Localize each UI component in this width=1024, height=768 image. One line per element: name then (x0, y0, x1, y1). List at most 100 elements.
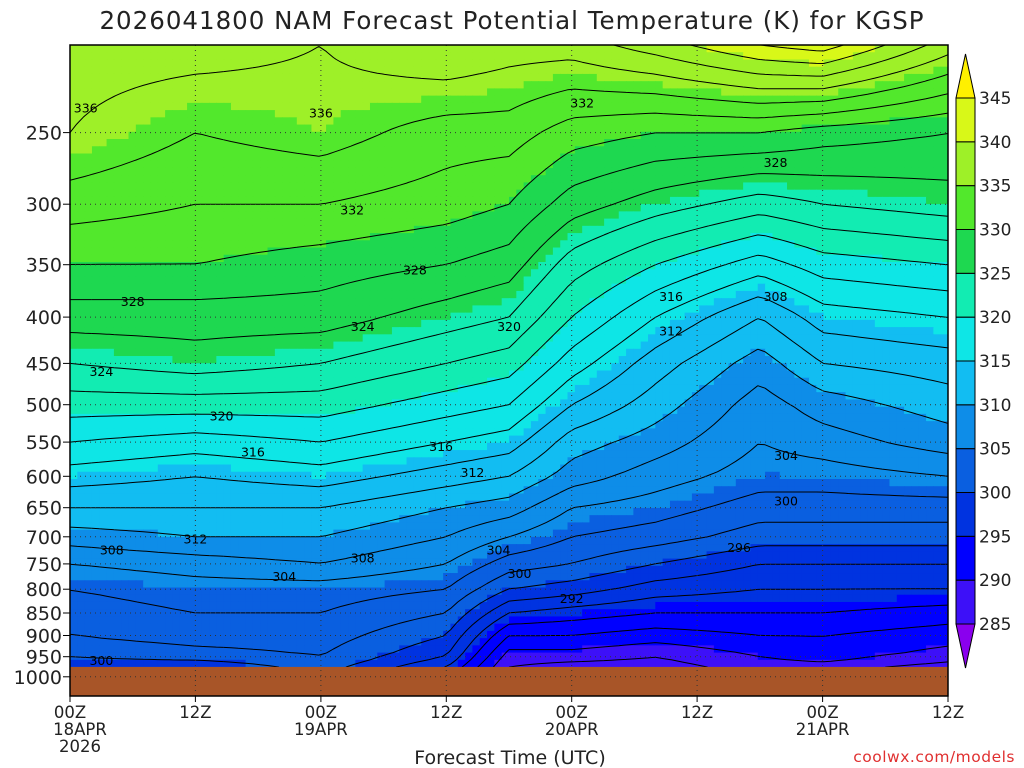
colorbar-label: 325 (979, 264, 1011, 284)
y-tick-label: 550 (26, 432, 62, 454)
x-tick-label: 00Z (806, 703, 838, 722)
colorbar-segment (955, 448, 976, 494)
y-tick-label: 250 (26, 123, 62, 145)
colorbar-label: 310 (979, 396, 1011, 416)
colorbar-segment (955, 229, 976, 274)
contour-316 (70, 275, 948, 466)
x-tick-label: 00Z (54, 703, 86, 722)
contour-304 (70, 491, 948, 614)
contour-336 (70, 45, 948, 133)
y-tick-label: 300 (26, 194, 62, 216)
contour-label: 320 (210, 408, 234, 423)
contour-306 (70, 443, 948, 582)
contour-label: 320 (497, 319, 521, 334)
contour-328 (70, 133, 948, 301)
colorbar-segment (955, 185, 976, 230)
y-tick-label: 600 (26, 466, 62, 488)
colorbar-segment (955, 97, 976, 143)
chart-title: 2026041800 NAM Forecast Potential Temper… (99, 6, 924, 35)
contour-label: 292 (560, 591, 584, 606)
x-tick-label: 12Z (179, 703, 211, 722)
contour-label: 316 (241, 445, 265, 460)
y-tick-label: 950 (26, 647, 62, 669)
contour-322 (70, 214, 948, 395)
theta-field (70, 45, 948, 696)
y-tick-label: 900 (26, 626, 62, 648)
colorbar-segment (955, 360, 976, 406)
contour-296 (444, 588, 948, 696)
contour-label: 316 (429, 439, 453, 454)
contour-label: 316 (659, 289, 683, 304)
y-tick-label: 500 (26, 395, 62, 417)
contour-label: 304 (487, 543, 511, 558)
contour-label: 300 (508, 566, 532, 581)
contour-label: 324 (351, 319, 375, 334)
contour-label: 332 (340, 203, 364, 218)
y-tick-label: 350 (26, 255, 62, 277)
colorbar-label: 290 (979, 571, 1011, 591)
contour-324 (70, 193, 948, 375)
contour-label: 304 (272, 569, 296, 584)
contour-308 (70, 385, 948, 564)
contour-label: 336 (309, 105, 333, 120)
colorbar-over-triangle (955, 53, 976, 99)
y-tick-label: 400 (26, 307, 62, 329)
contour-label: 296 (727, 540, 751, 555)
y-axis: 2503003504004505005506006507007508008509… (14, 123, 70, 689)
colorbar-label: 330 (979, 221, 1011, 241)
contour-label: 312 (460, 465, 484, 480)
colorbar-segment (955, 404, 976, 450)
contour-label: 336 (74, 100, 98, 115)
y-tick-label: 750 (26, 554, 62, 576)
contour-label: 308 (100, 543, 124, 558)
contour-314 (70, 296, 948, 488)
x-tick-label: 00Z (305, 703, 337, 722)
contour-lines (70, 45, 948, 696)
contour-label: 328 (121, 294, 145, 309)
contour-label: 308 (764, 289, 788, 304)
contour-318 (70, 254, 948, 443)
x-date-label: 21APR (796, 720, 850, 739)
contour-label: 304 (774, 448, 798, 463)
contour-label: 328 (403, 262, 427, 277)
y-tick-label: 650 (26, 498, 62, 520)
contour-label: 312 (183, 532, 207, 547)
colorbar-segment (955, 272, 976, 318)
contour-label: 324 (89, 364, 113, 379)
y-tick-label: 700 (26, 527, 62, 549)
colorbar-segment (955, 492, 976, 537)
plot-area: 336 336 332 328 332 328 328 324 320 316 312 308 324 3… (69, 44, 949, 697)
colorbar-segment (955, 316, 976, 362)
y-tick-label: 1000 (14, 667, 62, 689)
colorbar-label: 295 (979, 527, 1011, 547)
x-date-label: 19APR (294, 720, 348, 739)
colorbar-label: 335 (979, 177, 1011, 197)
colorbar-under-triangle (955, 623, 976, 669)
contour-labels: 336 336 332 328 332 328 328 324 320 316 312 308 324 3… (74, 95, 798, 668)
contour-326 (70, 173, 948, 341)
x-date-label: 20APR (545, 720, 599, 739)
x-date-label: 2026 (59, 737, 101, 756)
y-tick-label: 850 (26, 603, 62, 625)
colorbar-label: 345 (979, 89, 1011, 109)
colorbar-label: 340 (979, 133, 1011, 153)
y-tick-label: 450 (26, 353, 62, 375)
plot-frame (69, 44, 949, 697)
contour-334 (70, 73, 948, 181)
contour-label: 300 (89, 653, 113, 668)
contour-302 (70, 521, 948, 656)
contour-310 (70, 348, 948, 538)
contour-label: 312 (659, 324, 683, 339)
contour-290 (492, 642, 948, 696)
x-date-label: 18APR (53, 720, 107, 739)
ground (70, 666, 948, 696)
colorbar-label: 285 (979, 615, 1011, 635)
x-tick-label: 00Z (556, 703, 588, 722)
colorbar-label: 320 (979, 308, 1011, 328)
contour-312 (70, 318, 948, 509)
colorbar-segment (955, 535, 976, 581)
colorbar-label: 300 (979, 484, 1011, 504)
x-tick-label: 12Z (681, 703, 713, 722)
